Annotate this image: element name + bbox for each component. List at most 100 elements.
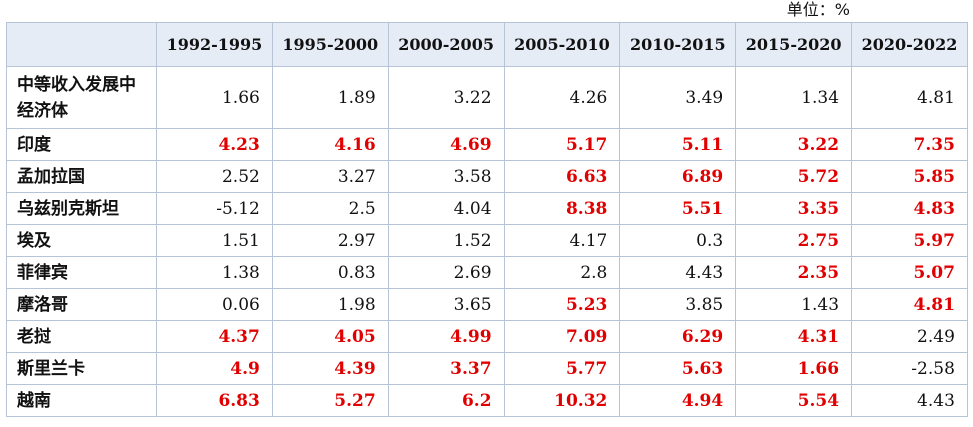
value-cell: 3.85 [619,288,737,321]
value-cell: 1.34 [735,66,853,129]
value-cell: 4.04 [387,192,505,225]
value-cell: 2.8 [503,256,621,289]
header-cell: 2015-2020 [735,22,853,67]
table-row: 越南 6.83 5.27 6.2 10.32 4.94 5.54 4.43 [6,384,968,417]
value-cell: 4.17 [503,224,621,257]
header-cell: 2020-2022 [851,22,968,67]
value-cell: 8.38 [503,192,621,225]
value-cell: 7.35 [851,128,968,161]
value-cell: -2.58 [851,352,968,385]
unit-label: 单位：% [786,0,850,19]
value-cell: 1.89 [271,66,389,129]
value-cell: 5.07 [851,256,968,289]
value-cell: 5.11 [619,128,737,161]
value-cell: 4.23 [156,128,273,161]
value-cell: 10.32 [503,384,621,417]
value-cell: 5.77 [503,352,621,385]
value-cell: 4.43 [851,384,968,417]
value-cell: 4.99 [387,320,505,353]
row-name-cell: 埃及 [6,224,157,257]
value-cell: 1.38 [156,256,273,289]
value-cell: 6.2 [387,384,505,417]
value-cell: 2.97 [271,224,389,257]
value-cell: 1.66 [735,352,853,385]
value-cell: 0.83 [271,256,389,289]
value-cell: 4.9 [156,352,273,385]
row-name-cell: 孟加拉国 [6,160,157,193]
row-name-cell: 老挝 [6,320,157,353]
row-name-cell: 斯里兰卡 [6,352,157,385]
value-cell: 5.17 [503,128,621,161]
table-row: 乌兹别克斯坦 -5.12 2.5 4.04 8.38 5.51 3.35 4.83 [6,192,968,225]
row-name-cell: 印度 [6,128,157,161]
value-cell: 3.49 [619,66,737,129]
value-cell: 3.22 [387,66,505,129]
value-cell: 7.09 [503,320,621,353]
table-row: 中等收入发展中经济体 1.66 1.89 3.22 4.26 3.49 1.34 4.81 [6,66,968,129]
value-cell: 4.69 [387,128,505,161]
value-cell: 1.51 [156,224,273,257]
value-cell: 4.26 [503,66,621,129]
value-cell: 4.05 [271,320,389,353]
table-header-row: 1992-1995 1995-2000 2000-2005 2005-2010 … [6,22,968,67]
row-name-cell: 中等收入发展中经济体 [6,66,157,129]
value-cell: 1.66 [156,66,273,129]
value-cell: 5.72 [735,160,853,193]
header-cell: 2010-2015 [619,22,737,67]
value-cell: -5.12 [156,192,273,225]
value-cell: 5.97 [851,224,968,257]
value-cell: 2.35 [735,256,853,289]
table-row: 印度 4.23 4.16 4.69 5.17 5.11 3.22 7.35 [6,128,968,161]
value-cell: 3.35 [735,192,853,225]
value-cell: 2.5 [271,192,389,225]
value-cell: 6.83 [156,384,273,417]
value-cell: 4.94 [619,384,737,417]
value-cell: 4.31 [735,320,853,353]
value-cell: 4.81 [851,288,968,321]
value-cell: 0.3 [619,224,737,257]
value-cell: 3.37 [387,352,505,385]
value-cell: 5.63 [619,352,737,385]
table-row: 老挝 4.37 4.05 4.99 7.09 6.29 4.31 2.49 [6,320,968,353]
value-cell: 6.89 [619,160,737,193]
value-cell: 2.52 [156,160,273,193]
row-name-cell: 乌兹别克斯坦 [6,192,157,225]
value-cell: 2.75 [735,224,853,257]
value-cell: 3.22 [735,128,853,161]
row-name-cell: 菲律宾 [6,256,157,289]
table-row: 斯里兰卡 4.9 4.39 3.37 5.77 5.63 1.66 -2.58 [6,352,968,385]
value-cell: 5.51 [619,192,737,225]
value-cell: 3.27 [271,160,389,193]
value-cell: 4.16 [271,128,389,161]
table-row: 孟加拉国 2.52 3.27 3.58 6.63 6.89 5.72 5.85 [6,160,968,193]
value-cell: 0.06 [156,288,273,321]
value-cell: 3.58 [387,160,505,193]
value-cell: 6.29 [619,320,737,353]
row-name-cell: 越南 [6,384,157,417]
header-cell: 2005-2010 [503,22,621,67]
value-cell: 1.98 [271,288,389,321]
value-cell: 4.39 [271,352,389,385]
value-cell: 1.43 [735,288,853,321]
header-cell: 2000-2005 [387,22,505,67]
row-name-cell: 摩洛哥 [6,288,157,321]
value-cell: 2.49 [851,320,968,353]
value-cell: 4.37 [156,320,273,353]
value-cell: 5.27 [271,384,389,417]
value-cell: 2.69 [387,256,505,289]
table-row: 埃及 1.51 2.97 1.52 4.17 0.3 2.75 5.97 [6,224,968,257]
value-cell: 5.54 [735,384,853,417]
value-cell: 4.43 [619,256,737,289]
value-cell: 3.65 [387,288,505,321]
value-cell: 6.63 [503,160,621,193]
header-cell: 1992-1995 [156,22,273,67]
value-cell: 1.52 [387,224,505,257]
header-cell: 1995-2000 [271,22,389,67]
value-cell: 5.85 [851,160,968,193]
value-cell: 5.23 [503,288,621,321]
table-row: 摩洛哥 0.06 1.98 3.65 5.23 3.85 1.43 4.81 [6,288,968,321]
header-cell-blank [6,22,157,67]
value-cell: 4.83 [851,192,968,225]
table-row: 菲律宾 1.38 0.83 2.69 2.8 4.43 2.35 5.07 [6,256,968,289]
value-cell: 4.81 [851,66,968,129]
